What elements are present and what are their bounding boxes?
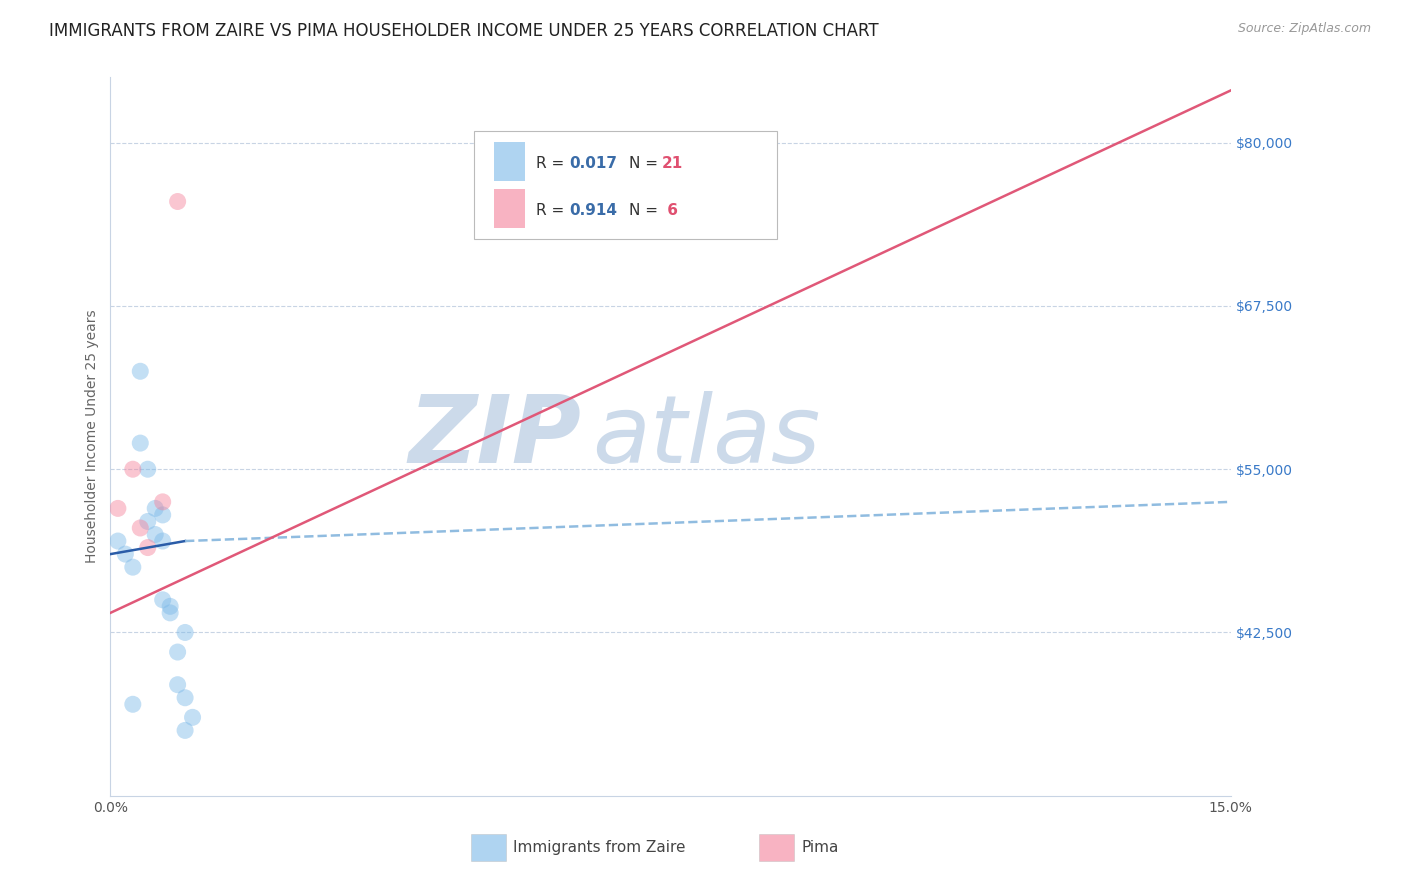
Point [174,625,197,640]
Text: IMMIGRANTS FROM ZAIRE VS PIMA HOUSEHOLDER INCOME UNDER 25 YEARS CORRELATION CHAR: IMMIGRANTS FROM ZAIRE VS PIMA HOUSEHOLDE… [49,22,879,40]
Point [121,462,143,476]
Point [152,534,174,549]
Point [136,541,159,555]
Point [166,645,188,659]
Point [121,698,143,712]
Text: 6: 6 [662,202,678,218]
Point [107,534,129,549]
Point [152,508,174,522]
Point [136,515,159,529]
Point [174,723,197,738]
Y-axis label: Householder Income Under 25 years: Householder Income Under 25 years [86,310,100,564]
Text: N =: N = [628,155,664,170]
Point [181,710,204,724]
Point [136,462,159,476]
Point [121,560,143,574]
Text: 0.017: 0.017 [569,155,617,170]
Point [129,364,152,378]
Point [174,690,197,705]
Text: R =: R = [536,202,569,218]
Text: atlas: atlas [592,391,820,482]
Text: Pima: Pima [801,840,839,855]
Point [107,501,129,516]
Text: R =: R = [536,155,569,170]
Text: 21: 21 [662,155,683,170]
Point [166,678,188,692]
FancyBboxPatch shape [474,131,778,239]
Point [159,599,181,614]
Text: Immigrants from Zaire: Immigrants from Zaire [513,840,686,855]
Point [114,547,136,561]
Point [159,606,181,620]
FancyBboxPatch shape [494,142,524,181]
FancyBboxPatch shape [494,189,524,228]
Text: ZIP: ZIP [408,391,581,483]
Point [152,495,174,509]
Text: N =: N = [628,202,664,218]
Point [129,521,152,535]
Point [152,592,174,607]
Text: 0.914: 0.914 [569,202,617,218]
Point [129,436,152,450]
Text: Source: ZipAtlas.com: Source: ZipAtlas.com [1237,22,1371,36]
Point [166,194,188,209]
Point [143,527,166,541]
Point [143,501,166,516]
